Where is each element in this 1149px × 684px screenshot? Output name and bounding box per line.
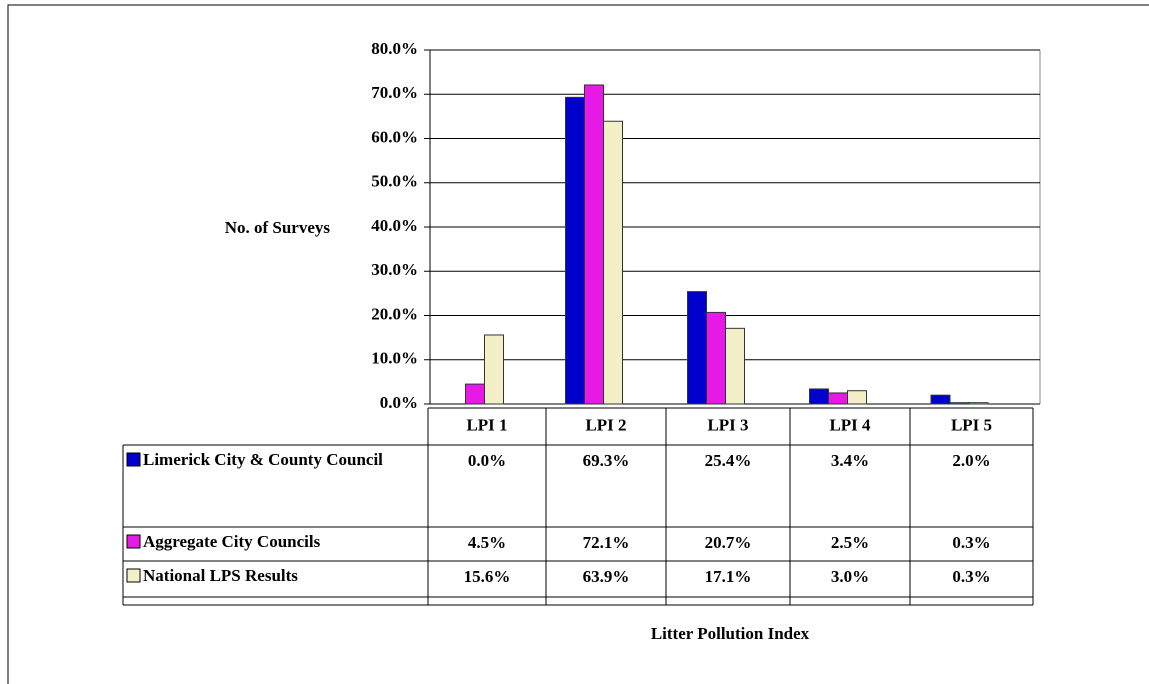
bar [484, 334, 504, 405]
x-axis-label: Litter Pollution Index [651, 624, 810, 643]
data-label: 17.1% [705, 567, 752, 586]
bar [725, 327, 745, 405]
bar [930, 394, 951, 405]
legend-swatch [126, 534, 141, 549]
y-tick-label: 60.0% [371, 127, 418, 146]
y-axis-label: No. of Surveys [225, 218, 331, 237]
bar [603, 120, 623, 405]
data-label: 3.0% [831, 567, 869, 586]
data-label: 63.9% [583, 567, 630, 586]
bar [847, 390, 867, 405]
legend-swatch [126, 452, 141, 467]
legend-label: Aggregate City Councils [143, 532, 321, 551]
bar [687, 291, 707, 405]
data-label: 15.6% [464, 567, 511, 586]
x-tick-label: LPI 2 [585, 415, 626, 434]
legend-label-box: Limerick City & County Council [143, 450, 383, 469]
bar [465, 383, 485, 405]
y-tick-label: 50.0% [371, 172, 418, 191]
y-tick-label: 40.0% [371, 216, 418, 235]
data-label: 0.3% [952, 567, 990, 586]
data-label: 72.1% [583, 533, 630, 552]
bar [584, 84, 604, 405]
y-tick-label: 10.0% [371, 349, 418, 368]
data-label: 2.0% [952, 451, 990, 470]
y-tick-label: 70.0% [371, 83, 418, 102]
data-label: 4.5% [468, 533, 506, 552]
bar [809, 388, 829, 405]
legend-label-box: Aggregate City Councils [143, 532, 321, 551]
bar [949, 402, 970, 405]
x-tick-label: LPI 4 [829, 415, 871, 434]
bar [706, 311, 726, 405]
data-label: 0.3% [952, 533, 990, 552]
bar [828, 392, 848, 405]
x-tick-label: LPI 1 [466, 415, 507, 434]
y-tick-label: 20.0% [371, 304, 418, 323]
data-label: 3.4% [831, 451, 869, 470]
x-tick-label: LPI 5 [951, 415, 992, 434]
legend-label: Limerick City & County Council [143, 450, 383, 469]
data-label: 2.5% [831, 533, 869, 552]
data-label: 69.3% [583, 451, 630, 470]
data-label: 20.7% [705, 533, 752, 552]
y-tick-label: 80.0% [371, 39, 418, 58]
legend-swatch [126, 568, 141, 583]
legend-label: National LPS Results [143, 566, 298, 585]
data-label: 0.0% [468, 451, 506, 470]
y-tick-label: 30.0% [371, 260, 418, 279]
frame [7, 4, 1149, 684]
legend-label-box: National LPS Results [143, 566, 298, 585]
bar [565, 96, 585, 405]
data-label: 25.4% [705, 451, 752, 470]
y-tick-label: 0.0% [380, 393, 418, 412]
x-tick-label: LPI 3 [707, 415, 748, 434]
bar [968, 402, 989, 405]
